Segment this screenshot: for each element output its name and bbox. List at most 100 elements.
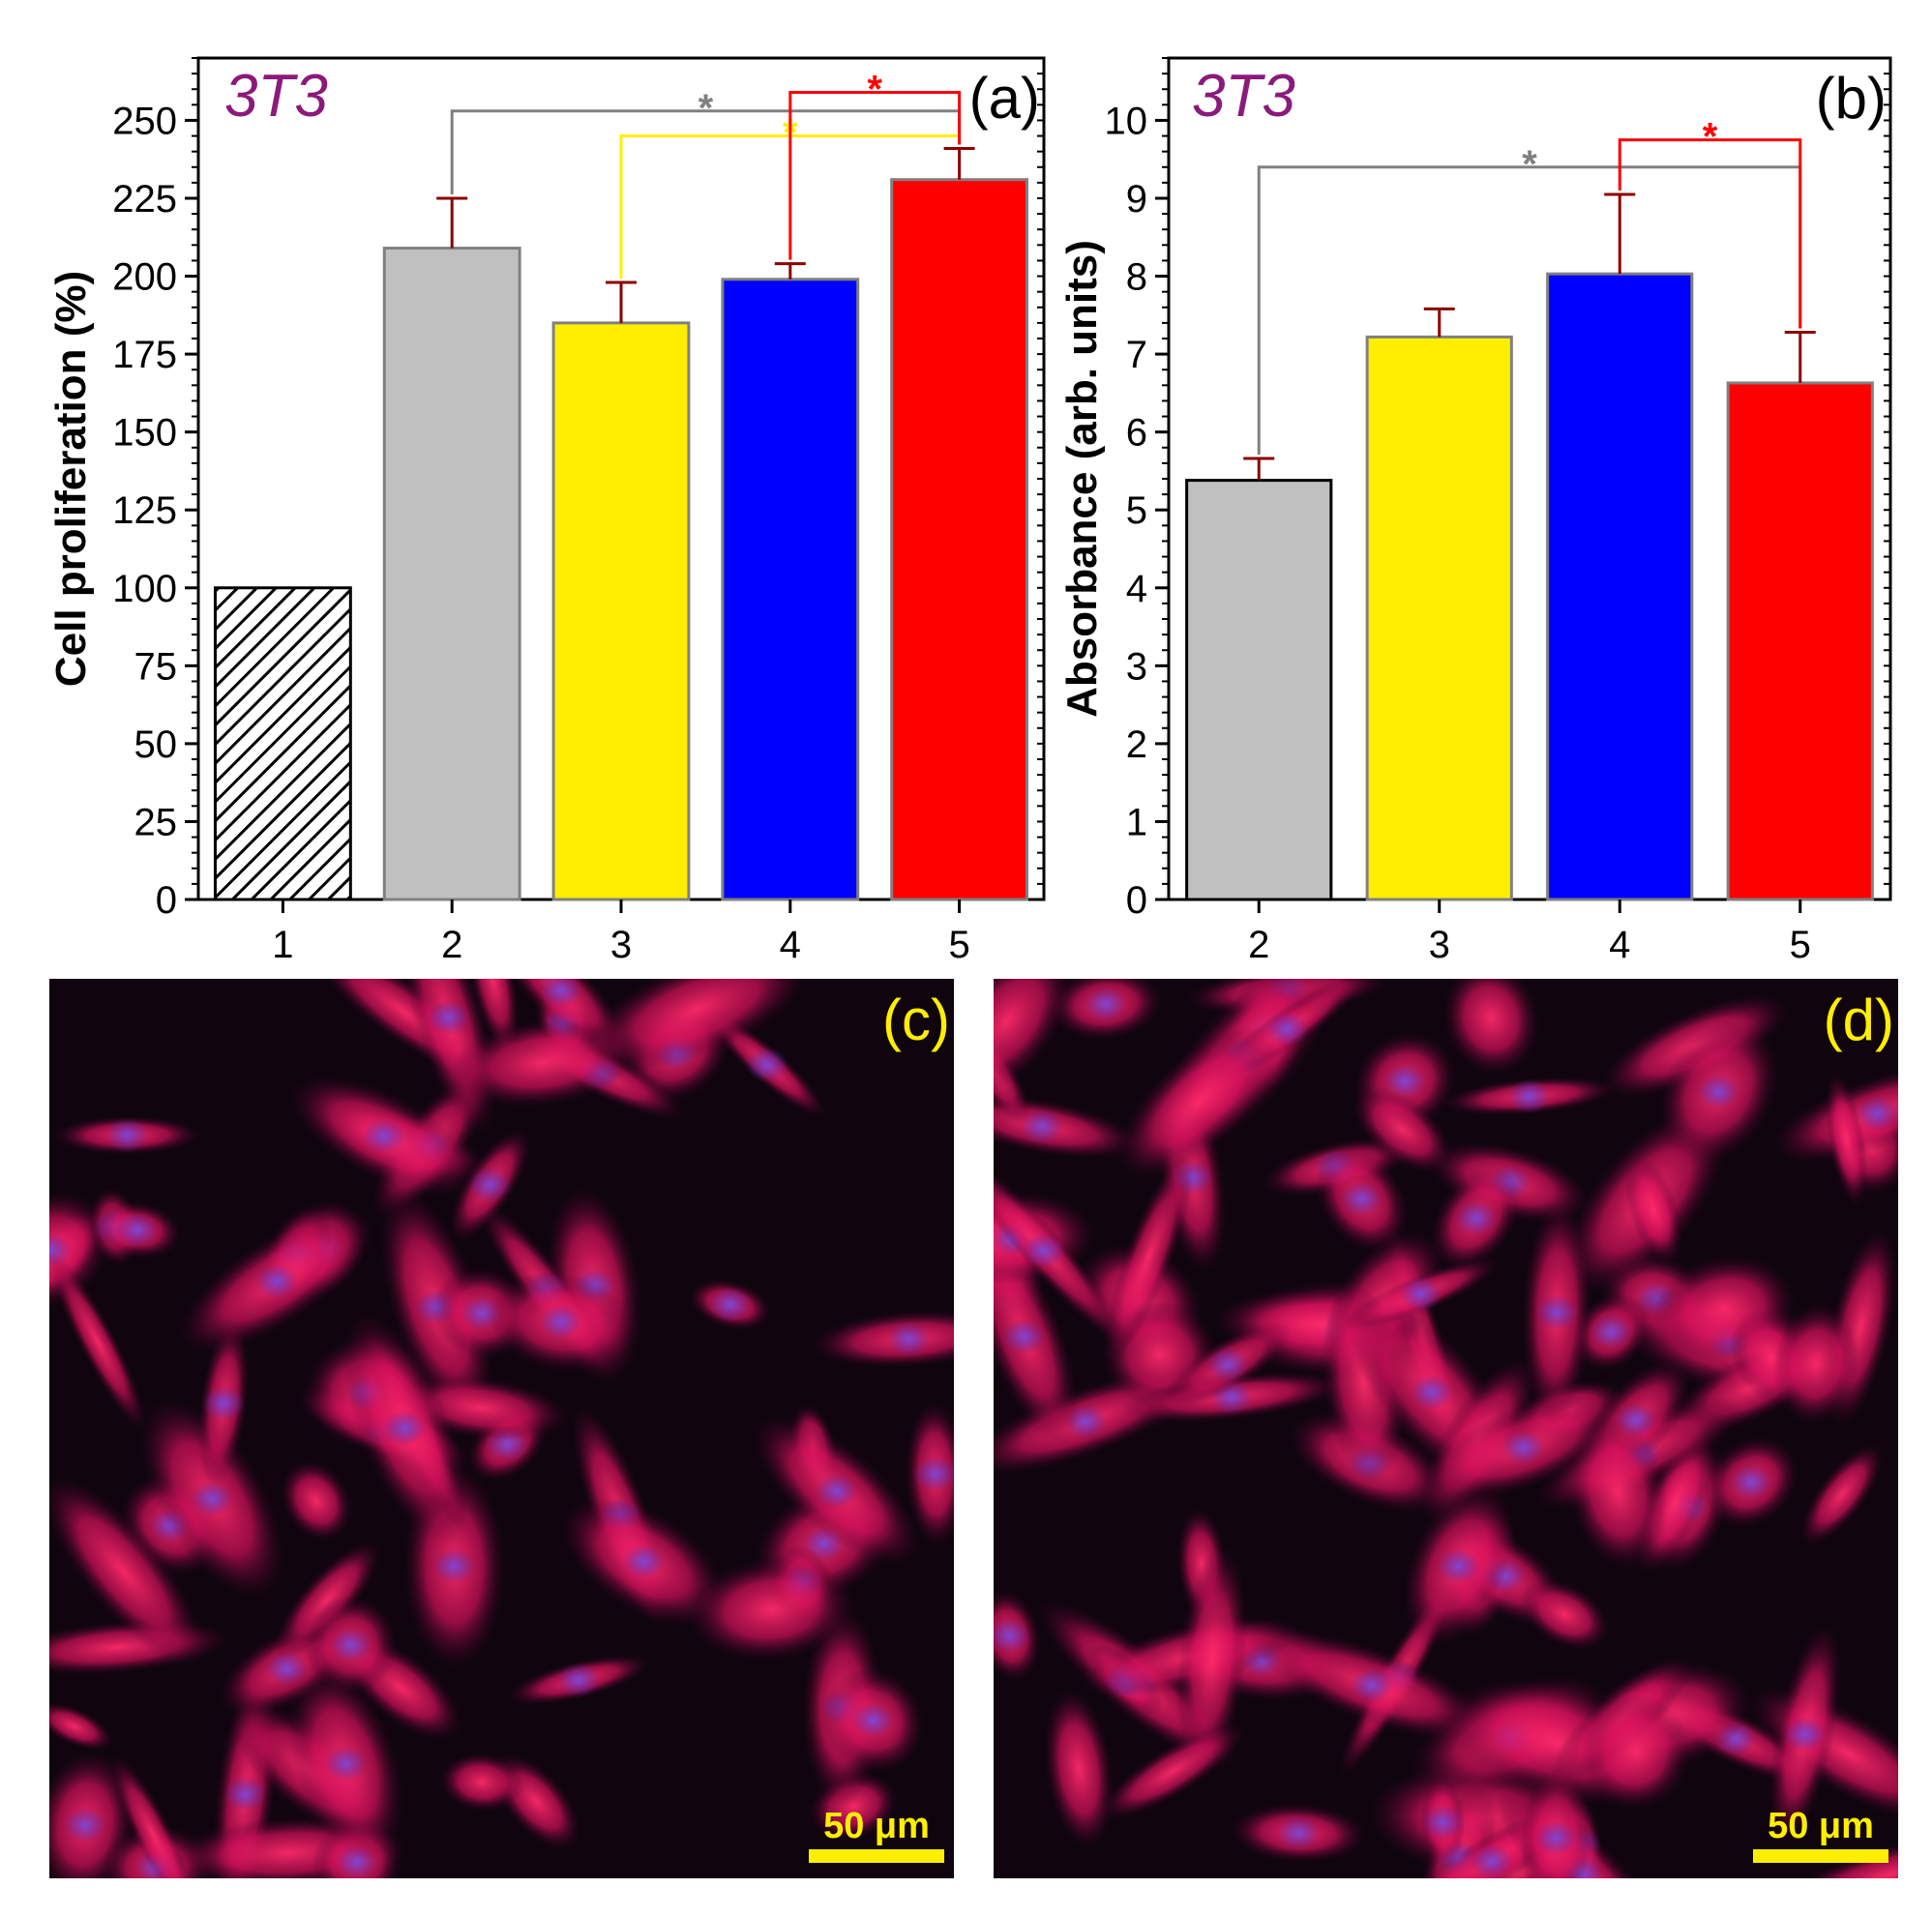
- nucleus: [815, 1473, 858, 1509]
- nucleus: [1783, 1717, 1827, 1753]
- cell: [1772, 1303, 1859, 1425]
- cell: [1117, 1024, 1279, 1179]
- cell: [1442, 979, 1539, 1076]
- nucleus: [265, 1651, 309, 1687]
- bar-2: [382, 247, 521, 901]
- cell: [994, 979, 1072, 1097]
- cell: [1352, 1086, 1452, 1173]
- cell: [1103, 1151, 1195, 1363]
- nucleus: [1856, 1096, 1898, 1132]
- y-tick-label: 200: [112, 256, 177, 299]
- significance-bracket: [1257, 165, 1802, 456]
- y-tick-label: 75: [134, 645, 178, 688]
- panel-label-d: (d): [1824, 988, 1894, 1052]
- cell-line-label: 3T3: [1192, 63, 1295, 130]
- y-tick-label: 7: [1126, 334, 1147, 376]
- y-axis-title: Cell proliferation (%): [47, 271, 95, 687]
- significance-star: *: [698, 87, 714, 130]
- cell: [1520, 1579, 1610, 1650]
- y-tick-label: 50: [134, 723, 178, 766]
- cell: [585, 979, 809, 1071]
- nucleus: [324, 1746, 368, 1782]
- cell-fluorescence: [49, 979, 954, 1878]
- nucleus: [708, 1286, 752, 1322]
- cell: [687, 1557, 856, 1661]
- nucleus: [1399, 1276, 1442, 1312]
- nucleus: [1002, 1318, 1046, 1354]
- y-tick-label: 250: [112, 100, 177, 142]
- nucleus: [994, 1618, 1031, 1654]
- x-tick-label: 4: [780, 924, 801, 966]
- y-tick-label: 150: [112, 412, 177, 455]
- y-tick-label: 0: [1126, 879, 1147, 922]
- x-tick-label: 2: [441, 924, 462, 966]
- panel-label-a: (a): [969, 66, 1040, 131]
- nucleus: [1421, 1805, 1465, 1841]
- nucleus: [1383, 1063, 1427, 1099]
- x-tick-label: 5: [948, 924, 969, 966]
- micrograph-c: (c) 50 μm: [49, 979, 954, 1878]
- cell: [281, 1460, 352, 1542]
- x-tick-label: 4: [1609, 924, 1630, 966]
- scale-bar-label: 50 μm: [823, 1806, 930, 1846]
- nucleus: [1535, 1294, 1579, 1330]
- panel-label-b: (b): [1816, 66, 1887, 131]
- bar-3: [1365, 335, 1513, 901]
- nucleus: [745, 1047, 788, 1082]
- nucleus: [1206, 1346, 1250, 1382]
- bars: [1185, 272, 1874, 901]
- y-tick-label: 1: [1126, 801, 1147, 843]
- x-tick-label: 5: [1790, 924, 1811, 966]
- bar-3: [551, 321, 691, 901]
- x-tick-label: 2: [1248, 924, 1269, 966]
- scale-bar: [809, 1849, 944, 1863]
- cell-fluorescence: [994, 979, 1898, 1878]
- bar-5: [890, 178, 1029, 901]
- nucleus: [622, 1544, 666, 1579]
- y-tick-label: 0: [156, 879, 177, 922]
- cell: [1800, 1444, 1884, 1546]
- y-tick-label: 25: [134, 801, 178, 843]
- y-tick-label: 3: [1126, 645, 1147, 688]
- y-tick-label: 5: [1126, 489, 1147, 532]
- cell: [49, 1476, 204, 1667]
- significance-brackets: ***: [450, 68, 962, 279]
- nucleus: [255, 1263, 299, 1299]
- y-axis-ticks: 0 1 2 3 4 5 6 7 8 9 10: [1105, 100, 1169, 922]
- error-bars: [1243, 192, 1816, 481]
- nucleus: [1410, 1374, 1453, 1410]
- x-axis-ticks: 1 2 3 4 5: [272, 900, 970, 966]
- significance-star: *: [1522, 143, 1537, 186]
- nucleus: [851, 1702, 895, 1738]
- error-bars: [436, 146, 975, 323]
- nucleus: [1507, 1078, 1551, 1114]
- x-axis-ticks: 2 3 4 5: [1248, 900, 1811, 966]
- bar-4: [721, 278, 860, 901]
- minor-ticks: [192, 57, 1044, 900]
- nucleus: [115, 1212, 159, 1248]
- nucleus: [362, 1118, 405, 1154]
- nucleus: [1454, 1200, 1498, 1236]
- nucleus: [539, 1304, 582, 1340]
- significance-star: *: [867, 68, 882, 110]
- cell: [49, 1252, 147, 1431]
- bar-1: [213, 586, 352, 901]
- nucleus: [468, 1166, 512, 1202]
- cell: [1099, 1723, 1245, 1820]
- cell: [274, 1541, 381, 1658]
- y-tick-label: 10: [1105, 100, 1148, 142]
- bar-2: [1185, 479, 1333, 901]
- y-tick-label: 8: [1126, 256, 1147, 299]
- significance-star: *: [1703, 116, 1718, 159]
- significance-bracket: [1618, 138, 1802, 329]
- y-tick-label: 4: [1126, 568, 1147, 610]
- nucleus: [1501, 1430, 1545, 1465]
- cell: [1044, 1688, 1115, 1849]
- nucleus: [1265, 1011, 1309, 1047]
- nucleus: [1697, 1074, 1740, 1109]
- nucleus: [1022, 1232, 1065, 1268]
- nucleus: [223, 1776, 267, 1812]
- cell: [1176, 1545, 1248, 1775]
